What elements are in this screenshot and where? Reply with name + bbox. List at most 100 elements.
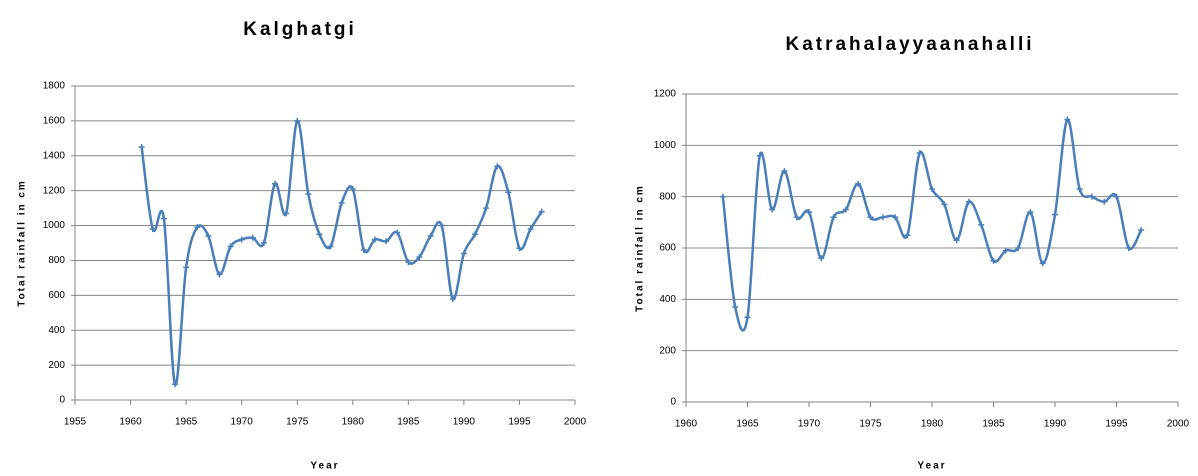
- data-line: [140, 119, 543, 386]
- marker: [483, 205, 490, 212]
- x-tick-label: 1970: [798, 419, 821, 430]
- x-tick-label: 1990: [453, 417, 476, 428]
- x-tick-label: 1995: [1105, 419, 1128, 430]
- x-tick-label: 1980: [921, 419, 944, 430]
- y-tick-label: 400: [48, 325, 65, 336]
- marker: [160, 215, 167, 222]
- marker: [283, 210, 290, 217]
- y-tick-label: 200: [659, 345, 676, 356]
- y-tick-label: 600: [659, 243, 676, 254]
- marker: [194, 224, 201, 231]
- marker: [394, 229, 401, 236]
- marker: [360, 246, 367, 253]
- x-tick-label: 1955: [64, 417, 87, 428]
- marker: [916, 150, 923, 157]
- x-tick-label: 2000: [564, 417, 587, 428]
- marker: [472, 231, 478, 238]
- marker: [990, 257, 997, 264]
- marker: [941, 201, 948, 208]
- marker: [138, 144, 145, 151]
- y-tick-label: 1000: [43, 220, 66, 231]
- x-tick-label: 1960: [675, 419, 698, 430]
- marker: [527, 226, 534, 233]
- marker: [405, 259, 412, 266]
- marker: [818, 255, 825, 262]
- marker: [793, 214, 800, 221]
- marker: [260, 240, 267, 246]
- marker: [349, 185, 356, 192]
- marker: [205, 233, 212, 240]
- marker: [238, 236, 245, 243]
- marker: [505, 189, 512, 196]
- marker: [294, 117, 301, 124]
- chart-title: Kalghatgi: [243, 19, 357, 40]
- y-axis-title: Total rainfall in cm: [17, 179, 28, 307]
- marker: [978, 221, 985, 228]
- y-tick-label: 200: [48, 360, 65, 371]
- marker: [855, 180, 862, 187]
- marker: [1002, 247, 1009, 254]
- marker: [338, 199, 345, 206]
- marker: [781, 168, 788, 174]
- x-tick-label: 1975: [859, 419, 882, 430]
- marker: [305, 191, 312, 198]
- marker: [416, 253, 423, 260]
- marker: [1064, 116, 1071, 123]
- marker: [1113, 193, 1120, 200]
- marker: [879, 214, 886, 221]
- marker: [516, 245, 523, 252]
- marker: [1138, 227, 1145, 234]
- x-axis-title: Year: [917, 461, 946, 472]
- x-axis-title: Year: [310, 461, 339, 472]
- marker: [1125, 245, 1132, 251]
- marker: [1039, 260, 1046, 267]
- x-tick-label: 1960: [119, 417, 142, 428]
- y-tick-label: 1800: [43, 81, 66, 92]
- chart-title: Katrahalayyaanahalli: [785, 34, 1034, 55]
- x-tick-label: 1985: [982, 419, 1005, 430]
- marker: [965, 198, 972, 205]
- marker: [719, 193, 726, 200]
- marker: [172, 381, 178, 388]
- marker: [438, 222, 445, 229]
- marker: [892, 214, 899, 221]
- y-tick-label: 1400: [43, 150, 66, 161]
- marker: [272, 180, 278, 187]
- marker: [383, 238, 390, 245]
- marker: [806, 209, 812, 216]
- marker: [183, 264, 190, 271]
- marker: [744, 314, 751, 321]
- y-tick-label: 800: [659, 191, 676, 202]
- x-tick-label: 1975: [286, 417, 309, 428]
- marker: [427, 233, 434, 240]
- marker: [1101, 198, 1108, 205]
- marker: [372, 236, 378, 243]
- marker: [1076, 185, 1083, 192]
- marker: [216, 271, 223, 278]
- x-tick-label: 1985: [397, 417, 420, 428]
- marker: [756, 152, 763, 159]
- y-tick-label: 800: [48, 255, 65, 266]
- marker: [904, 232, 911, 239]
- y-tick-label: 1200: [654, 89, 677, 100]
- marker: [953, 237, 960, 244]
- marker: [449, 295, 456, 302]
- marker: [1027, 209, 1034, 216]
- x-tick-label: 2000: [1167, 419, 1190, 430]
- marker: [1088, 193, 1095, 200]
- marker: [327, 243, 334, 250]
- x-tick-label: 1970: [231, 417, 254, 428]
- x-tick-label: 1980: [342, 417, 365, 428]
- data-line: [721, 118, 1143, 332]
- y-axis-title: Total rainfall in cm: [635, 184, 646, 312]
- marker: [149, 226, 156, 233]
- marker: [460, 250, 467, 257]
- x-tick-label: 1965: [175, 417, 198, 428]
- y-tick-label: 1000: [654, 140, 677, 151]
- marker: [867, 214, 874, 221]
- marker: [227, 243, 234, 250]
- y-tick-label: 400: [659, 294, 676, 305]
- marker: [1052, 211, 1058, 218]
- marker: [249, 234, 256, 241]
